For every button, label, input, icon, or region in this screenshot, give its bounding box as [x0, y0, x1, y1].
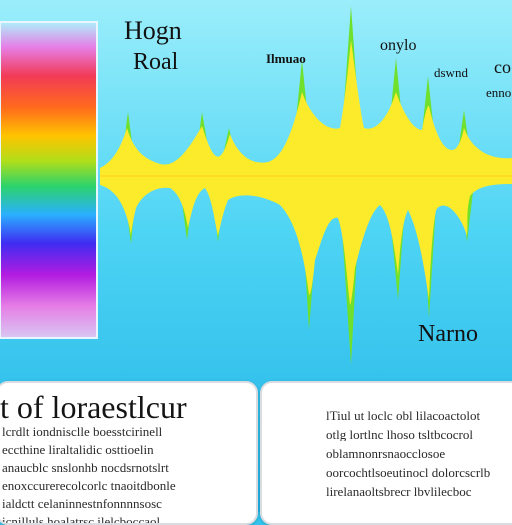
body-line: icnilluls hoalatrsc ilelcboccaol: [2, 515, 161, 525]
body-line: eccthine liraltalidic osttioelin: [2, 443, 154, 456]
body-line: lcrdlt iondnisclle boesstcirinell: [2, 425, 163, 438]
text-card-right: lTiul ut loclc obl lilacoactolot otlg lor…: [260, 381, 512, 525]
body-line: enoxccurerecolcorlc tnaoitdbonle: [2, 479, 176, 492]
body-line: otlg lortlnc lhoso tsltbcocrol: [326, 428, 473, 441]
body-line: lTiul ut loclc obl lilacoactolot: [326, 409, 481, 422]
wave-bottom-label: Narno: [418, 321, 478, 347]
text-card-left: t of loraestlcur lcrdlt iondnisclle boes…: [0, 381, 258, 525]
wave-annotation-3: dswnd: [434, 65, 468, 80]
body-line: oblamnonrsnaocclosoe: [326, 447, 446, 460]
card-heading: t of loraestlcur: [0, 389, 187, 425]
waveform: [100, 6, 512, 365]
body-line: ialdctt celaninnestnfonnnnsosc: [2, 497, 162, 510]
body-line: anaucblc snslonhb nocdsrnotslrt: [2, 461, 169, 474]
wave-annotation-1: Ilmuao: [266, 51, 306, 66]
title-line-2: Roal: [133, 49, 179, 75]
body-line: oorcochtlsoeutinocl dolorcscrlb: [326, 466, 491, 479]
wave-band: [100, 40, 512, 305]
wave-annotation-2: onylo: [380, 37, 417, 54]
title-line-1: Hogn: [124, 16, 182, 45]
wave-annotation-4: co: [494, 57, 511, 77]
color-spectrum-panel: [0, 21, 98, 339]
body-line: lirelanaoltsbrecr lbvlilecboc: [326, 485, 472, 498]
wave-annotation-5: enno: [486, 85, 512, 100]
